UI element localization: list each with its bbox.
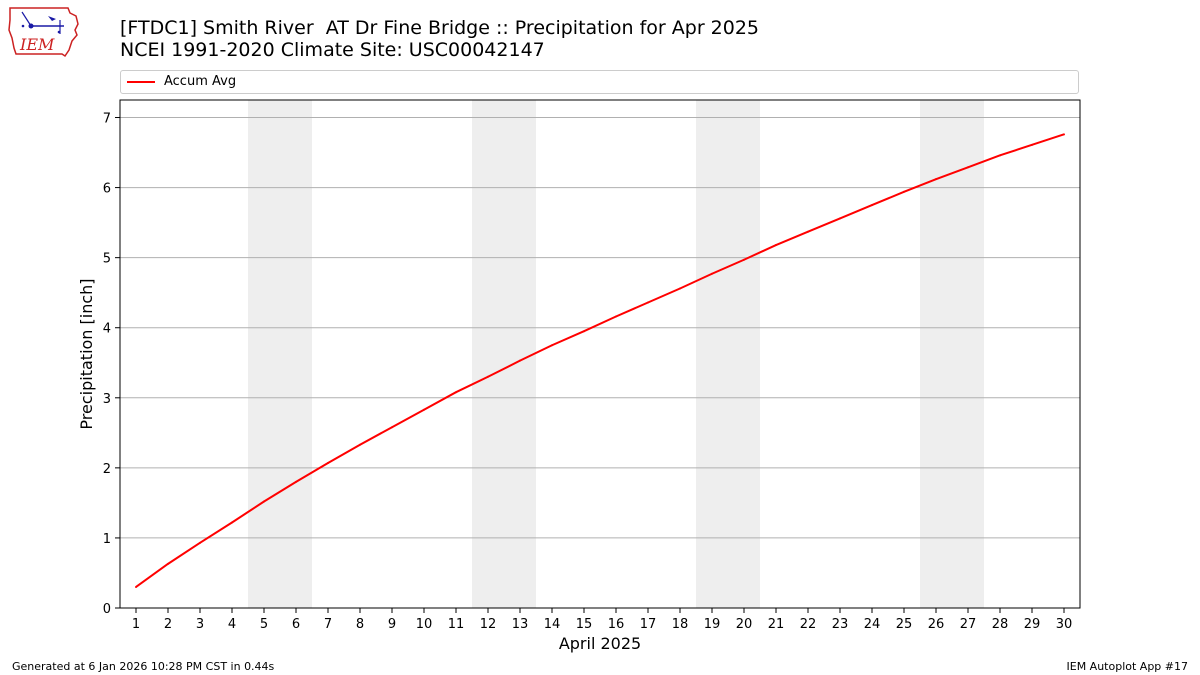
data-point-day-1 — [135, 585, 137, 588]
data-point-day-15 — [583, 330, 585, 333]
weekend-band-1 — [248, 100, 312, 608]
y-tick-label-3: 3 — [103, 392, 111, 407]
data-point-day-8 — [359, 443, 361, 446]
legend-swatch-accum-avg — [127, 81, 155, 83]
weather-station-icon — [21, 11, 64, 34]
x-tick-label-11: 11 — [448, 617, 465, 632]
data-point-day-19 — [711, 272, 713, 275]
data-point-day-26 — [935, 178, 937, 181]
x-tick-label-14: 14 — [544, 617, 561, 632]
y-tick-label-0: 0 — [103, 602, 111, 617]
y-tick-label-4: 4 — [103, 322, 111, 337]
y-axis-ticks: 0 1 2 3 4 5 6 7 — [103, 112, 120, 617]
data-point-day-3 — [199, 541, 201, 544]
data-point-day-12 — [487, 375, 489, 378]
data-point-day-16 — [615, 315, 617, 318]
data-point-day-18 — [679, 287, 681, 290]
data-point-day-2 — [167, 562, 169, 565]
data-point-day-10 — [423, 408, 425, 411]
y-tick-label-6: 6 — [103, 182, 111, 197]
x-tick-label-13: 13 — [512, 617, 529, 632]
series-layer — [135, 133, 1065, 588]
x-tick-label-15: 15 — [576, 617, 593, 632]
legend-label-accum-avg: Accum Avg — [164, 74, 237, 89]
x-tick-label-21: 21 — [768, 617, 785, 632]
x-tick-label-7: 7 — [324, 617, 332, 632]
x-tick-label-6: 6 — [292, 617, 300, 632]
y-tick-label-2: 2 — [103, 462, 111, 477]
footer-app-label: IEM Autoplot App #17 — [1066, 660, 1189, 673]
x-tick-label-5: 5 — [260, 617, 268, 632]
plot-frame — [119, 99, 1081, 609]
x-tick-label-25: 25 — [896, 617, 913, 632]
x-axis-ticks: 1 2 3 4 5 6 7 8 9 10 11 12 13 14 15 16 17 18 19 20 21 22 23 24 2… — [132, 608, 1072, 632]
x-tick-label-28: 28 — [992, 617, 1009, 632]
data-point-day-30 — [1063, 133, 1065, 136]
x-tick-label-20: 20 — [736, 617, 753, 632]
x-tick-label-4: 4 — [228, 617, 236, 632]
weekend-band-3 — [696, 100, 760, 608]
x-tick-label-8: 8 — [356, 617, 364, 632]
x-tick-label-24: 24 — [864, 617, 881, 632]
chart-subtitle: NCEI 1991-2020 Climate Site: USC00042147 — [120, 39, 545, 61]
data-point-day-20 — [743, 258, 745, 261]
x-tick-label-30: 30 — [1056, 617, 1073, 632]
x-tick-label-26: 26 — [928, 617, 945, 632]
y-tick-label-5: 5 — [103, 252, 111, 267]
data-point-day-13 — [519, 359, 521, 362]
x-tick-label-16: 16 — [608, 617, 625, 632]
chart-title: [FTDC1] Smith River AT Dr Fine Bridge ::… — [120, 17, 760, 39]
footer-generated-text: Generated at 6 Jan 2026 10:28 PM CST in … — [12, 660, 275, 673]
data-point-day-23 — [839, 217, 841, 220]
data-point-day-27 — [967, 166, 969, 169]
series-line-accum-avg — [135, 133, 1065, 588]
data-point-day-6 — [295, 480, 297, 483]
x-tick-label-9: 9 — [388, 617, 396, 632]
data-point-day-21 — [775, 244, 777, 247]
x-tick-label-18: 18 — [672, 617, 689, 632]
x-tick-label-23: 23 — [832, 617, 849, 632]
data-point-day-24 — [871, 204, 873, 207]
x-tick-label-29: 29 — [1024, 617, 1041, 632]
x-tick-label-19: 19 — [704, 617, 721, 632]
logo-text: IEM — [19, 35, 55, 54]
y-axis-label: Precipitation [inch] — [77, 278, 96, 429]
x-axis-label: April 2025 — [559, 634, 641, 653]
data-point-day-14 — [551, 344, 553, 347]
x-tick-label-2: 2 — [164, 617, 172, 632]
data-point-day-5 — [263, 500, 265, 503]
data-point-day-17 — [647, 301, 649, 304]
x-tick-label-27: 27 — [960, 617, 977, 632]
data-point-day-22 — [807, 230, 809, 233]
data-point-day-9 — [391, 426, 393, 429]
iowa-outline-icon — [8, 7, 79, 58]
data-point-day-7 — [327, 461, 329, 464]
weekend-bands — [248, 100, 984, 608]
weekend-band-4 — [920, 100, 984, 608]
x-tick-label-3: 3 — [196, 617, 204, 632]
x-tick-label-22: 22 — [800, 617, 817, 632]
iem-logo: IEM — [8, 7, 79, 58]
weekend-band-2 — [472, 100, 536, 608]
x-tick-label-12: 12 — [480, 617, 497, 632]
data-point-day-28 — [999, 154, 1001, 157]
data-point-day-29 — [1031, 143, 1033, 146]
chart-legend: Accum Avg — [120, 70, 1079, 94]
y-tick-label-7: 7 — [103, 112, 111, 127]
data-point-day-25 — [903, 190, 905, 193]
data-point-day-4 — [231, 521, 233, 524]
x-tick-label-17: 17 — [640, 617, 657, 632]
data-point-day-11 — [455, 391, 457, 394]
x-tick-label-10: 10 — [416, 617, 433, 632]
y-tick-label-1: 1 — [103, 532, 111, 547]
x-tick-label-1: 1 — [132, 617, 140, 632]
